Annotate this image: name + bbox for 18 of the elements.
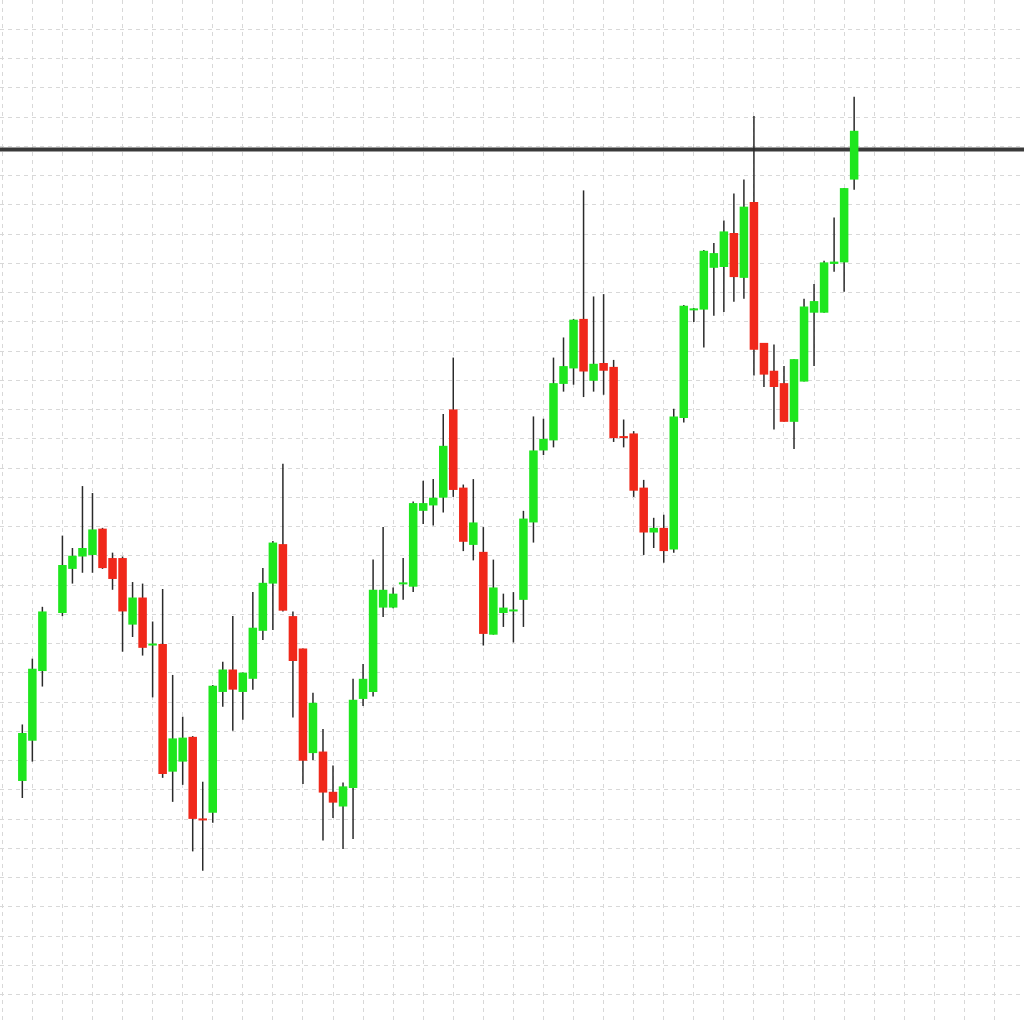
- candlestick: [649, 517, 658, 549]
- candlestick: [769, 343, 779, 431]
- candlestick: [148, 620, 157, 699]
- candlestick: [689, 307, 699, 323]
- candlestick: [469, 478, 478, 562]
- candlestick: [238, 671, 248, 721]
- candlestick: [338, 781, 348, 850]
- candlestick: [218, 661, 228, 708]
- candlestick: [378, 526, 388, 618]
- candlestick: [418, 479, 428, 525]
- candlestick: [589, 295, 598, 393]
- candlestick: [228, 615, 238, 732]
- candlestick: [398, 557, 408, 601]
- candlestick: [659, 513, 668, 564]
- candlestick: [328, 764, 338, 819]
- candlestick: [358, 663, 368, 707]
- candlestick: [809, 283, 819, 367]
- candlestick: [709, 242, 719, 317]
